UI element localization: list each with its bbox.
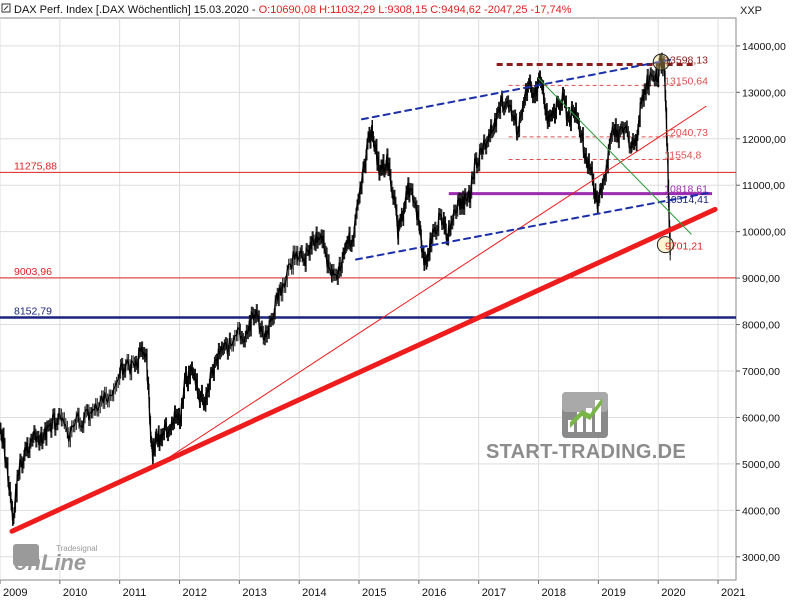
x-tick-label: 2012: [183, 587, 207, 599]
level-label: 11554,8: [664, 149, 701, 161]
level-labels: 13598,13 13150,64 12040,73 11554,8 11275,88 1…: [14, 55, 708, 318]
x-tick-label: 2017: [482, 587, 506, 599]
y-tick-label: 14000,00: [742, 41, 786, 53]
trendline-thin-support: [155, 105, 707, 467]
trendline-green-line: [538, 77, 692, 235]
y-tick-label: 3000,00: [742, 552, 780, 564]
highlight-circles: [652, 53, 674, 254]
x-tick-label: 2011: [123, 587, 147, 599]
highlight-circle-top: [652, 53, 670, 71]
y-tick-label: 5000,00: [742, 459, 780, 471]
y-tick-label: 9000,00: [742, 273, 780, 285]
y-tick-label: 6000,00: [742, 412, 780, 424]
start-trading-watermark: START-TRADING.DE: [486, 392, 686, 463]
tradesignal-logo: onLine Tradesignal: [13, 544, 98, 575]
y-tick-label: 10000,00: [742, 227, 786, 239]
y-tick-label: 7000,00: [742, 366, 780, 378]
level-label: 11275,88: [14, 160, 57, 172]
highlight-circle-bottom: [656, 236, 674, 254]
level-label: 10818,61: [664, 184, 708, 196]
trendline-main-support: [9, 206, 718, 534]
y-tick-label: 4000,00: [742, 505, 780, 517]
x-tick-label: 2020: [661, 587, 685, 599]
x-tick-label: 2013: [242, 587, 266, 599]
trendline-channel-lower: [355, 191, 714, 261]
y-tick-label: 12000,00: [742, 134, 786, 146]
grid-vertical: [0, 18, 719, 580]
x-tick-label: 2010: [63, 587, 87, 599]
x-tick-label: 2015: [362, 587, 386, 599]
level-label: 12040,73: [664, 127, 708, 139]
trendlines: [9, 58, 718, 534]
level-label: 13150,64: [664, 75, 708, 87]
x-tick-label: 2019: [601, 587, 625, 599]
y-tick-label: 8000,00: [742, 320, 780, 332]
x-tick-label: 2009: [3, 587, 27, 599]
watermark-brand: START-TRADING.DE: [486, 441, 686, 463]
y-tick-label: 11000,00: [742, 180, 785, 192]
price-line: [0, 57, 671, 521]
chart-bars-logo-icon: [562, 392, 608, 438]
x-tick-label: 2016: [422, 587, 446, 599]
y-tick-label: 13000,00: [742, 87, 786, 99]
currency-label: XXP: [740, 5, 762, 17]
trendline-channel-upper: [361, 58, 672, 121]
x-axis-labels: 2009 2010 2011 2012 2013 2014 2015 2016 2017 2018…: [0, 580, 746, 599]
chart-title: DAX Perf. Index [.DAX Wöchentlich] 15.03…: [14, 4, 256, 16]
annotation-label: 10514,41: [665, 194, 709, 206]
horizontal-levels: [0, 63, 736, 319]
x-tick-label: 2014: [302, 587, 326, 599]
y-axis-labels: 3000,00 4000,00 5000,00 6000,00 7000,00 8000,…: [736, 41, 786, 564]
chart-header: DAX Perf. Index [.DAX Wöchentlich] 15.03…: [1, 3, 762, 17]
level-label: 8152,79: [14, 305, 52, 317]
x-tick-label: 2021: [721, 587, 745, 599]
svg-text:DAX Perf. Index [.DAX Wöchent: DAX Perf. Index [.DAX Wöchentlich] 15.03…: [14, 4, 572, 16]
annotations: 10514,41 9701,21: [665, 194, 709, 252]
ohlc-readout: O:10690,08 H:11032,29 L:9308,15 C:9494,6…: [259, 4, 572, 16]
annotation-label: 9701,21: [665, 241, 703, 253]
price-series: [0, 52, 671, 526]
tradesignal-logo-sub: Tradesignal: [56, 544, 98, 553]
level-label: 13598,13: [664, 55, 708, 67]
tradesignal-logo-main: onLine: [14, 550, 86, 575]
plot-area: [0, 17, 737, 581]
x-tick-label: 2018: [542, 587, 566, 599]
level-label: 9003,96: [14, 266, 52, 278]
